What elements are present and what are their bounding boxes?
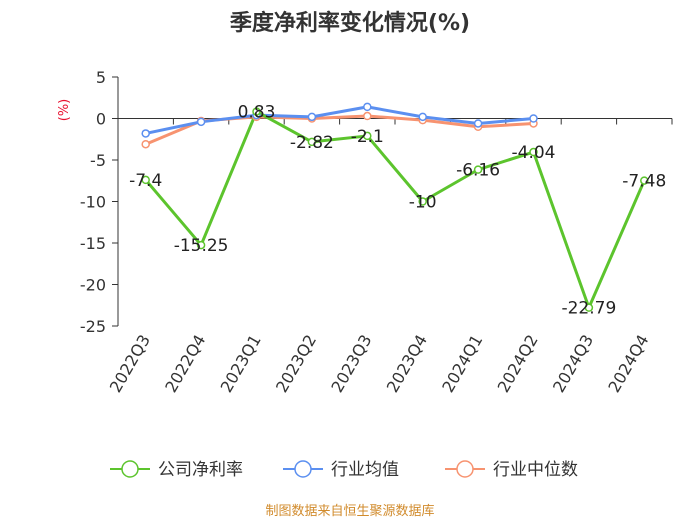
data-point: [418, 197, 427, 206]
data-point: [141, 139, 150, 149]
x-tick-label: 2023Q4: [383, 331, 431, 395]
data-point: [529, 147, 538, 157]
y-tick-label: 5: [96, 68, 106, 87]
data-label: -15.25: [174, 236, 229, 256]
series-line: [145, 105, 534, 135]
data-point: [418, 112, 427, 122]
legend-marker: [294, 460, 312, 478]
data-point: [584, 303, 594, 312]
y-tick-label: -15: [80, 234, 106, 253]
series-points: [141, 102, 649, 312]
data-point: [363, 102, 372, 112]
x-tick-label: 2024Q1: [438, 331, 486, 395]
data-point: [529, 114, 538, 123]
data-point: [307, 112, 317, 122]
x-tick-label: 2024Q4: [604, 331, 652, 395]
legend-item[interactable]: 行业中位数: [445, 460, 578, 480]
data-label: -2.1: [351, 127, 384, 147]
data-point: [196, 240, 206, 250]
x-tick-label: 2023Q3: [327, 331, 375, 395]
legend[interactable]: 公司净利率 行业均值 行业中位数: [110, 460, 578, 480]
data-point: [141, 175, 150, 185]
data-point: [363, 111, 372, 121]
chart-title: 季度净利率变化情况(%): [230, 10, 470, 36]
x-tick-label: 2023Q2: [272, 331, 320, 395]
data-point: [473, 119, 483, 128]
series-line: [144, 110, 646, 310]
source-note: 制图数据来自恒生聚源数据库: [265, 503, 434, 519]
y-tick-label: -25: [80, 317, 106, 336]
legend-item[interactable]: 公司净利率: [110, 460, 243, 480]
data-label: -10: [409, 193, 437, 213]
legend-label: 公司净利率: [158, 460, 243, 480]
data-label: 0.83: [238, 103, 276, 123]
x-tick-label: 2022Q3: [106, 331, 154, 395]
x-tick-label: 2023Q1: [217, 331, 265, 395]
series-lines: [144, 105, 646, 310]
legend-marker: [456, 460, 474, 478]
data-label: -4.04: [512, 143, 556, 163]
data-label: -7.48: [622, 172, 666, 192]
x-tick-label: 2022Q4: [161, 331, 209, 395]
data-label: -22.79: [561, 299, 616, 319]
y-tick-label: -20: [80, 276, 106, 295]
legend-marker: [121, 460, 139, 478]
data-point: [363, 131, 372, 141]
data-label: -6.16: [456, 161, 500, 181]
legend-label: 行业中位数: [493, 460, 578, 480]
data-point: [141, 129, 150, 138]
data-label: -7.4: [129, 171, 162, 191]
data-label: -2.82: [290, 133, 334, 153]
y-tick-label: -10: [80, 193, 106, 212]
y-axis-ticks: 5 0 -5 -10 -15 -20 -25: [80, 68, 118, 336]
axes: [117, 77, 672, 326]
legend-item[interactable]: 行业均值: [283, 460, 399, 480]
data-point: [252, 107, 261, 116]
data-point: [640, 176, 649, 185]
data-point: [196, 117, 206, 127]
legend-label: 行业均值: [331, 460, 399, 480]
y-tick-label: -5: [90, 151, 106, 170]
y-axis-unit-label: (%): [57, 99, 72, 122]
data-point: [473, 165, 483, 174]
data-point: [307, 137, 317, 147]
y-tick-label: 0: [96, 110, 106, 129]
x-tick-label: 2024Q3: [549, 331, 597, 395]
data-labels: -7.4 -15.25 0.83 -2.82 -2.1 -10 -6.16 -4.04 -22.…: [129, 103, 666, 319]
x-tick-label: 2024Q2: [494, 331, 542, 395]
